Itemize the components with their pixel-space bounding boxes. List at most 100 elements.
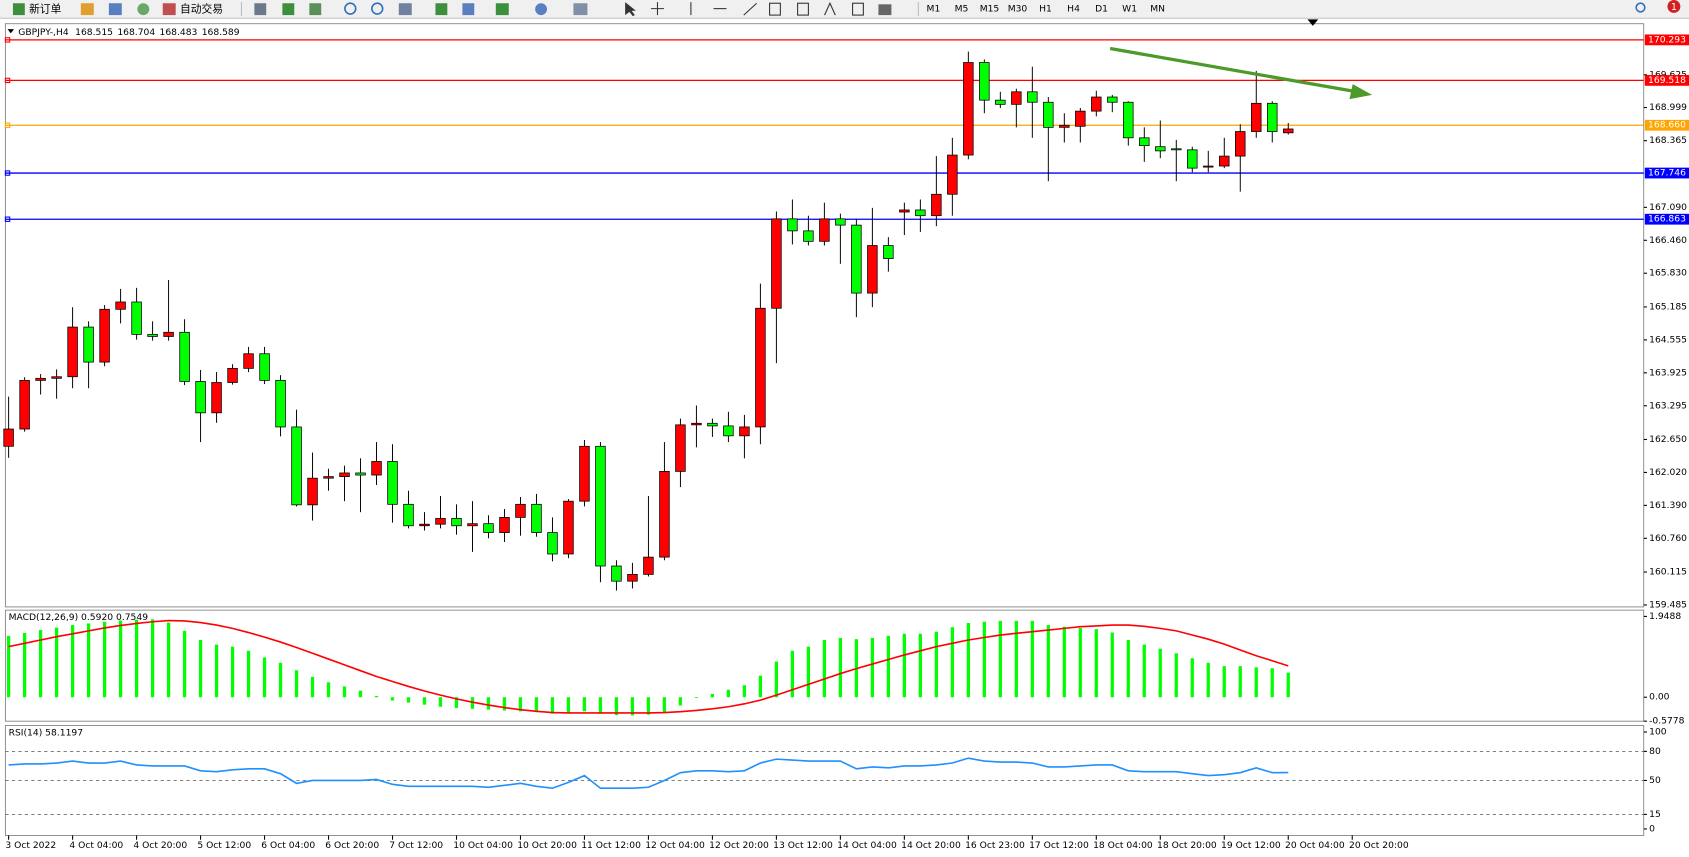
macd-bar <box>390 697 395 701</box>
macd-bar <box>806 646 811 698</box>
candle-body <box>739 426 750 437</box>
y-tick-label: 0 <box>1649 823 1655 834</box>
cursor-tool[interactable] <box>625 2 636 17</box>
y-tick-label: 50 <box>1649 775 1661 786</box>
candle-body <box>867 245 878 294</box>
candle-body <box>1203 165 1214 168</box>
macd-bar <box>582 697 587 712</box>
icon[interactable] <box>137 3 150 16</box>
x-tick-label: 4 Oct 20:00 <box>133 840 187 851</box>
x-tick-label: 6 Oct 04:00 <box>261 840 315 851</box>
candle-body <box>419 523 430 527</box>
price-tag-label: 170.293 <box>1648 34 1686 45</box>
crosshair-tool[interactable] <box>651 2 664 16</box>
fib-tool[interactable] <box>769 2 781 16</box>
arrows-tool[interactable] <box>878 4 892 16</box>
icon[interactable] <box>535 3 548 16</box>
icon[interactable] <box>573 3 588 16</box>
y-tick-label: 1.9488 <box>1649 611 1681 622</box>
candle-body <box>723 425 734 437</box>
icon[interactable] <box>254 3 267 16</box>
period-button[interactable]: M15 <box>980 4 1000 15</box>
macd-bar <box>342 686 347 698</box>
macd-bar <box>166 622 171 698</box>
search[interactable] <box>1635 2 1646 13</box>
candle-body <box>163 331 174 337</box>
trendline-tool[interactable] <box>743 2 758 16</box>
x-tick-label: 14 Oct 04:00 <box>837 840 897 851</box>
period-button[interactable]: M30 <box>1008 4 1028 15</box>
y-tick-label: 165.185 <box>1649 301 1687 312</box>
macd-bar <box>294 670 299 698</box>
macd-bar <box>630 697 635 716</box>
candle-body <box>1155 146 1166 152</box>
candle-body <box>307 477 318 506</box>
price-tag <box>1644 34 1689 46</box>
macd-bar <box>422 697 427 705</box>
candle-body <box>355 472 366 476</box>
macd-bar <box>374 695 379 698</box>
x-tick-label: 10 Oct 04:00 <box>453 840 513 851</box>
x-tick-label: 5 Oct 12:00 <box>197 840 251 851</box>
macd-bar <box>1254 667 1258 698</box>
zoom-out[interactable] <box>371 2 384 15</box>
icon[interactable] <box>398 3 412 16</box>
period-button[interactable]: M1 <box>927 4 941 15</box>
period-button[interactable]: H4 <box>1067 4 1080 15</box>
candle-body <box>147 334 158 337</box>
macd-bar <box>694 697 699 699</box>
x-tick-label: 17 Oct 12:00 <box>1029 840 1089 851</box>
icon[interactable] <box>108 3 122 16</box>
line-square <box>4 77 11 84</box>
text-tool[interactable] <box>824 1 836 16</box>
trend-arrow[interactable] <box>1109 46 1357 94</box>
channel-tool[interactable] <box>797 2 809 16</box>
candle-body <box>947 154 958 195</box>
period-button[interactable]: W1 <box>1122 4 1137 15</box>
macd-bar <box>1014 620 1018 698</box>
candle-body <box>1011 91 1022 105</box>
macd-bar <box>278 662 283 698</box>
macd-bar <box>246 650 251 698</box>
chart-shift-marker[interactable] <box>1307 19 1319 26</box>
macd-bar <box>870 637 874 698</box>
y-tick-label: 169.625 <box>1649 69 1687 80</box>
candle-body <box>1267 102 1278 132</box>
macd-bar <box>150 619 155 698</box>
candle-body <box>1171 148 1182 151</box>
y-tick-label: 0.00 <box>1649 692 1670 703</box>
candle-body <box>1283 128 1294 134</box>
candle-body <box>179 331 190 382</box>
icon[interactable] <box>462 3 475 16</box>
notification-badge[interactable] <box>1667 0 1681 13</box>
macd-bar <box>758 675 763 698</box>
candle-body <box>35 377 46 381</box>
label-tool[interactable] <box>852 2 864 16</box>
period-button[interactable]: D1 <box>1095 4 1108 15</box>
period-button[interactable]: MN <box>1150 4 1165 15</box>
candle-body <box>979 62 990 101</box>
macd-bar <box>310 676 315 698</box>
auto-trading-button[interactable]: 自动交易 <box>162 3 223 16</box>
period-button[interactable]: H1 <box>1039 4 1052 15</box>
y-tick-label: 168.365 <box>1649 135 1687 146</box>
icon[interactable] <box>309 3 322 16</box>
candle-body <box>595 445 606 567</box>
macd-bar <box>326 682 331 698</box>
icon[interactable] <box>435 3 448 16</box>
zoom-in[interactable] <box>344 2 357 15</box>
indicator-title: MACD(12,26,9) 0.5920 0.7549 <box>9 612 149 623</box>
icon[interactable] <box>282 3 295 16</box>
candle-body <box>931 193 942 217</box>
icon[interactable] <box>495 3 509 16</box>
x-tick-label: 20 Oct 04:00 <box>1285 840 1345 851</box>
candle-body <box>83 326 94 363</box>
macd-bar <box>486 697 491 710</box>
candle-body <box>1235 131 1246 157</box>
price-tag-label: 168.660 <box>1648 120 1686 131</box>
new-order-button[interactable]: 新订单 <box>12 3 62 16</box>
period-button[interactable]: M5 <box>955 4 969 15</box>
icon[interactable] <box>80 3 94 16</box>
candle-body <box>1123 101 1134 139</box>
